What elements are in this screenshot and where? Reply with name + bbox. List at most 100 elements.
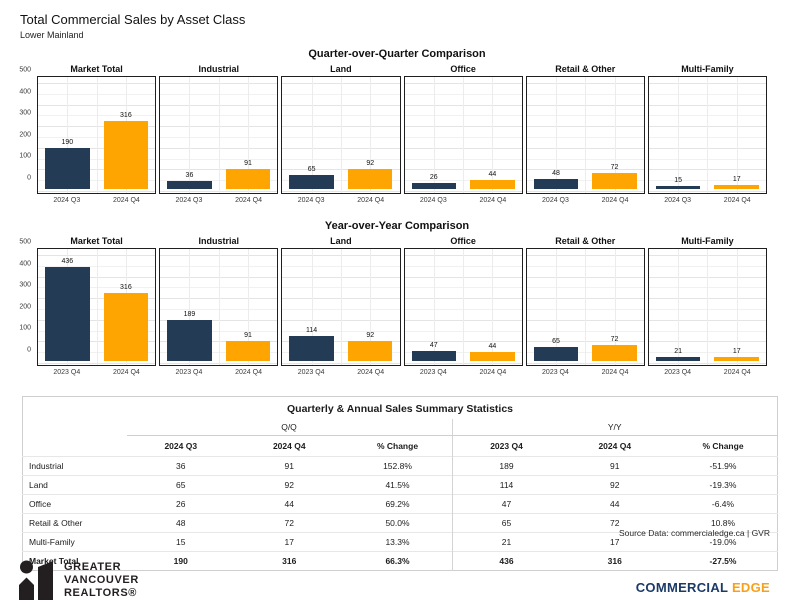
gvr-logo-icon — [19, 560, 53, 600]
bar-value-label: 91 — [244, 160, 252, 168]
page-subtitle: Lower Mainland — [20, 30, 84, 40]
bar-value-label: 26 — [429, 174, 438, 182]
bar-value-label: 72 — [610, 336, 619, 344]
qoq-panels-row: Market Total 0 100 200 300 400 500 190 316 2024 Q… — [19, 64, 768, 208]
table-column-header: 2024 Q4 — [598, 441, 632, 451]
x-tick-label: 2024 Q3 — [175, 197, 203, 204]
bar-value-label: 36 — [185, 172, 194, 180]
yoy-section: Year-over-Year Comparison Market Total 0 1… — [0, 220, 794, 380]
table-cell: 114 — [499, 480, 514, 490]
chart-panel-office: Office 47 44 2023 Q4 2024 Q4 — [403, 236, 523, 380]
x-axis: 2023 Q4 2024 Q4 — [37, 369, 156, 380]
table-cell: 36 — [176, 461, 186, 471]
chart-plot-area: 48 72 — [525, 76, 645, 194]
x-axis: 2023 Q4 2024 Q4 — [404, 369, 523, 380]
gridline — [614, 77, 616, 193]
gvr-logo: GREATER VANCOUVER REALTORS® — [17, 559, 139, 603]
x-tick-label: 2023 Q4 — [664, 369, 692, 376]
bar-2024-q4 — [103, 292, 149, 361]
gridline — [585, 77, 587, 193]
x-axis: 2024 Q3 2024 Q4 — [37, 197, 156, 208]
chart-plot-area: 21 17 — [647, 248, 768, 366]
commercial-edge-logo: COMMERCIAL EDGE — [636, 580, 770, 595]
table-cell: 17 — [610, 537, 620, 547]
table-cell: 189 — [499, 461, 514, 471]
chart-plot-area: 65 72 — [525, 248, 645, 366]
gridline — [492, 249, 494, 365]
bar-2024-q3 — [411, 183, 457, 189]
x-tick-label: 2024 Q4 — [112, 369, 140, 376]
table-column-header: 2024 Q3 — [164, 441, 198, 451]
bar-2024-q4 — [470, 351, 515, 361]
chart-plot-area: 114 92 — [281, 248, 401, 366]
gridline — [555, 77, 557, 193]
table-row-label: Industrial — [29, 461, 64, 471]
table-column-header: % Change — [702, 441, 744, 451]
table-row-label: Office — [29, 499, 52, 509]
commercial-edge-logo-edge: EDGE — [731, 580, 770, 595]
y-tick-label: 100 — [19, 324, 31, 332]
chart-panel-retail-other: Retail & Other 65 72 2023 Q4 2024 Q4 — [525, 236, 645, 380]
table-cell: 190 — [173, 556, 188, 566]
chart-panel-title: Industrial — [198, 64, 240, 74]
x-tick-label: 2023 Q4 — [53, 369, 81, 376]
bar-value-label: 91 — [244, 332, 252, 340]
summary-table-container: Quarterly & Annual Sales Summary Statist… — [22, 396, 778, 571]
table-cell: 152.8% — [343, 456, 453, 476]
y-tick-label: 0 — [27, 346, 31, 354]
bar-value-label: 316 — [120, 111, 132, 119]
gridline — [433, 249, 435, 365]
table-cell: 316 — [607, 556, 622, 566]
bar-2024-q3 — [45, 148, 90, 189]
x-tick-label: 2024 Q4 — [601, 197, 629, 204]
table-column-header: % Change — [343, 435, 453, 457]
x-tick-label: 2024 Q3 — [664, 197, 692, 204]
gridline — [189, 77, 191, 193]
table-column-header: 2024 Q4 — [272, 441, 306, 451]
x-tick-label: 2023 Q4 — [297, 369, 325, 376]
bar-2023-q4 — [45, 266, 90, 361]
table-cell: 44 — [610, 499, 620, 509]
table-cell: 50.0% — [343, 513, 453, 533]
bar-2024-q4 — [470, 179, 515, 189]
bar-2024-q3 — [533, 178, 579, 189]
gridline — [96, 77, 98, 193]
y-axis: 0 100 200 300 400 500 — [9, 64, 34, 182]
chart-plot-area: 15 17 — [647, 76, 768, 194]
table-cell: 65 — [501, 518, 512, 528]
bar-2024-q4 — [592, 345, 637, 361]
table-cell: 41.5% — [343, 475, 453, 495]
qoq-section: Quarter-over-Quarter Comparison Market T… — [0, 48, 794, 208]
bar-value-label: 189 — [183, 311, 196, 319]
x-tick-label: 2024 Q4 — [601, 369, 629, 376]
table-cell: 17 — [284, 537, 294, 547]
bar-2023-q4 — [167, 320, 212, 361]
chart-panel-market-total: Market Total 0 100 200 300 400 500 190 316 2024 Q… — [19, 64, 157, 208]
bar-value-label: 17 — [732, 348, 741, 356]
chart-panel-title: Office — [450, 64, 476, 74]
bar-2023-q4 — [533, 347, 579, 361]
y-axis: 0 100 200 300 400 500 — [9, 236, 34, 354]
x-axis: 2023 Q4 2024 Q4 — [159, 369, 278, 380]
table-cell: 91 — [284, 461, 294, 471]
bar-2024-q3 — [655, 185, 701, 189]
gridline — [614, 249, 616, 365]
chart-plot-area: 189 91 — [159, 248, 279, 366]
gridline — [492, 77, 494, 193]
chart-panel-title: Market Total — [70, 236, 123, 246]
chart-panel-title: Retail & Other — [555, 236, 616, 246]
table-cell: 26 — [176, 499, 186, 509]
bar-value-label: 114 — [306, 327, 318, 335]
bar-value-label: 47 — [429, 341, 438, 349]
bar-value-label: 92 — [366, 160, 375, 168]
table-row: Multi-Family 15 17 13.3% 21 17 -19.0% — [22, 532, 778, 552]
table-title: Quarterly & Annual Sales Summary Statist… — [286, 403, 514, 415]
bar-value-label: 48 — [552, 169, 560, 177]
y-tick-label: 500 — [19, 66, 31, 74]
bar-2024-q3 — [167, 181, 212, 189]
bar-value-label: 15 — [674, 176, 683, 184]
table-column-header-row: 2024 Q3 2024 Q4 % Change 2023 Q4 2024 Q4 % Ch… — [23, 435, 778, 457]
table-group-label: Q/Q — [126, 419, 453, 436]
x-tick-label: 2024 Q4 — [112, 197, 140, 204]
chart-plot-area: 436 316 — [37, 248, 157, 366]
